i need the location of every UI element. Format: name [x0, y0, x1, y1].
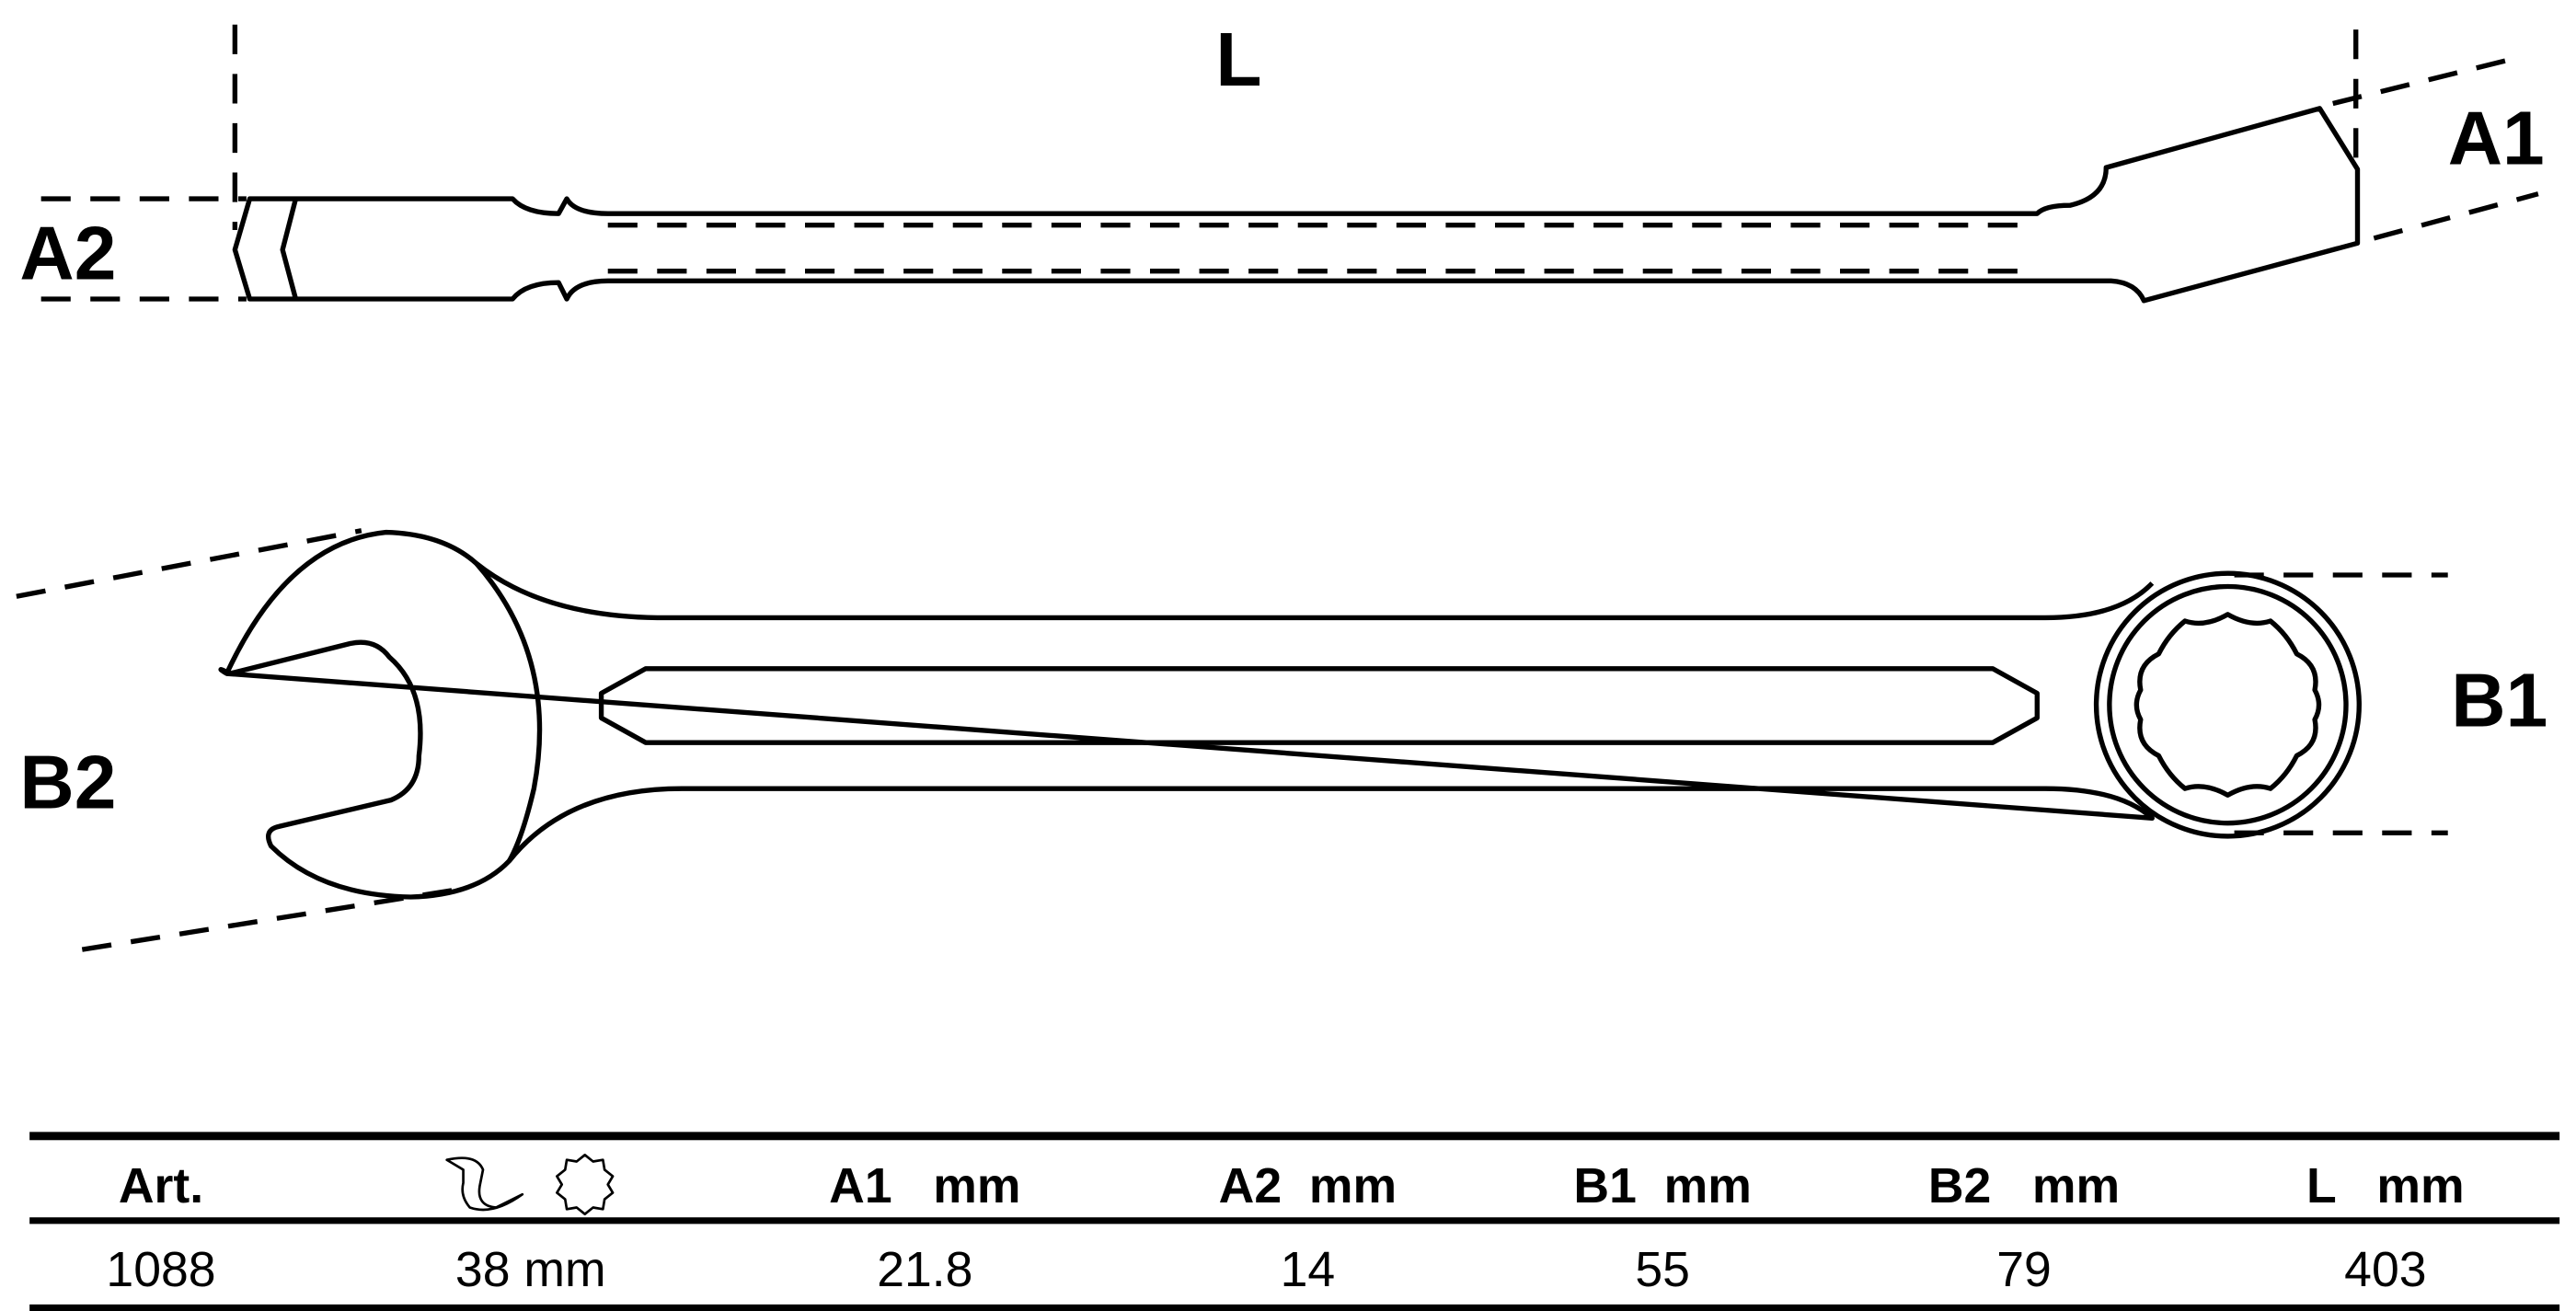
cell-art: 1088 — [106, 1243, 215, 1297]
cell-b1: 55 — [1635, 1243, 1690, 1297]
label-A2: A2 — [19, 213, 116, 296]
open-end-wrench-icon — [445, 1156, 524, 1212]
spec-table: Art. A1 mm A2 mm B1 mm B2 mm L mm 1088 3… — [29, 1132, 2560, 1311]
wrench-top-view — [16, 528, 2448, 952]
label-A1: A1 — [2448, 98, 2545, 181]
cell-a1: 21.8 — [877, 1243, 972, 1297]
label-L: L — [1215, 18, 1261, 102]
cell-size: 38 mm — [455, 1243, 606, 1297]
cell-a2: 14 — [1281, 1243, 1336, 1297]
wrench-side-view — [40, 24, 2539, 304]
cell-b2: 79 — [1996, 1243, 2052, 1297]
header-l: L mm — [2306, 1159, 2465, 1213]
label-B1: B1 — [2451, 659, 2547, 742]
header-b1: B1 mm — [1573, 1159, 1751, 1213]
header-b2: B2 mm — [1928, 1159, 2120, 1213]
label-B2: B2 — [19, 742, 116, 825]
header-a1: A1 mm — [829, 1159, 1020, 1213]
header-a2: A2 mm — [1219, 1159, 1397, 1213]
header-art: Art. — [119, 1159, 203, 1213]
cell-l: 403 — [2344, 1243, 2426, 1297]
twelve-point-ring-icon — [556, 1154, 615, 1215]
